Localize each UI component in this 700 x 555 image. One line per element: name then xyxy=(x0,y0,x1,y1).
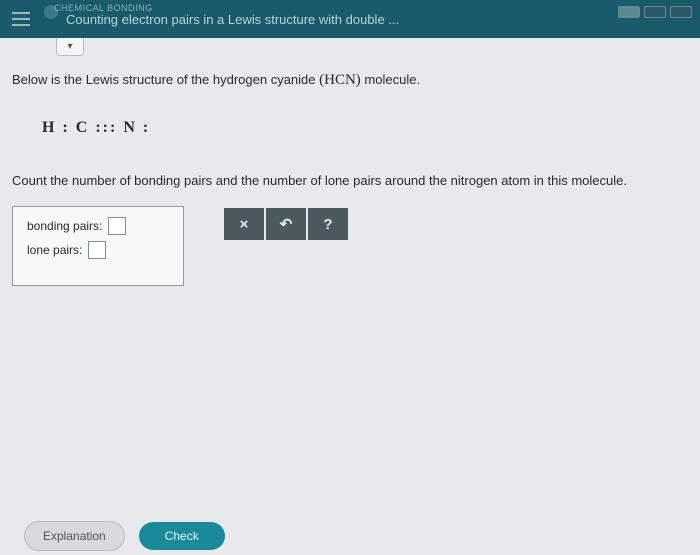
check-button[interactable]: Check xyxy=(139,522,225,550)
dropdown-toggle[interactable]: ▾ xyxy=(56,38,84,56)
intro-text: Below is the Lewis structure of the hydr… xyxy=(12,72,688,89)
clear-button[interactable]: × xyxy=(224,208,264,240)
undo-icon: ↶ xyxy=(280,215,293,233)
footer-actions: Explanation Check xyxy=(24,521,225,551)
question-icon: ? xyxy=(323,216,332,233)
x-icon: × xyxy=(240,216,249,233)
page-title: Counting electron pairs in a Lewis struc… xyxy=(66,12,399,27)
app-header: CHEMICAL BONDING Counting electron pairs… xyxy=(0,0,700,38)
explanation-button[interactable]: Explanation xyxy=(24,521,125,551)
answer-area: bonding pairs: lone pairs: × ↶ ? xyxy=(12,206,688,286)
lone-pairs-label: lone pairs: xyxy=(27,243,82,257)
intro-prefix: Below is the Lewis structure of the hydr… xyxy=(12,72,319,87)
menu-icon[interactable] xyxy=(12,12,30,26)
question-text: Count the number of bonding pairs and th… xyxy=(12,173,688,188)
close-button[interactable] xyxy=(670,6,692,18)
lewis-structure: H : C ::: N : xyxy=(42,119,688,137)
bonding-pairs-input[interactable] xyxy=(108,217,126,235)
module-category: CHEMICAL BONDING xyxy=(54,3,153,13)
tool-button-group: × ↶ ? xyxy=(224,208,348,240)
undo-button[interactable]: ↶ xyxy=(266,208,306,240)
chevron-down-icon: ▾ xyxy=(67,41,72,52)
bonding-pairs-label: bonding pairs: xyxy=(27,219,102,233)
bonding-pairs-row: bonding pairs: xyxy=(27,217,169,235)
answer-box: bonding pairs: lone pairs: xyxy=(12,206,184,286)
intro-suffix: molecule. xyxy=(361,72,420,87)
minimize-button[interactable] xyxy=(618,6,640,18)
main-content: Below is the Lewis structure of the hydr… xyxy=(0,38,700,286)
window-controls xyxy=(618,6,692,18)
lone-pairs-row: lone pairs: xyxy=(27,241,169,259)
intro-formula: (HCN) xyxy=(319,72,361,88)
help-button[interactable]: ? xyxy=(308,208,348,240)
maximize-button[interactable] xyxy=(644,6,666,18)
lone-pairs-input[interactable] xyxy=(88,241,106,259)
